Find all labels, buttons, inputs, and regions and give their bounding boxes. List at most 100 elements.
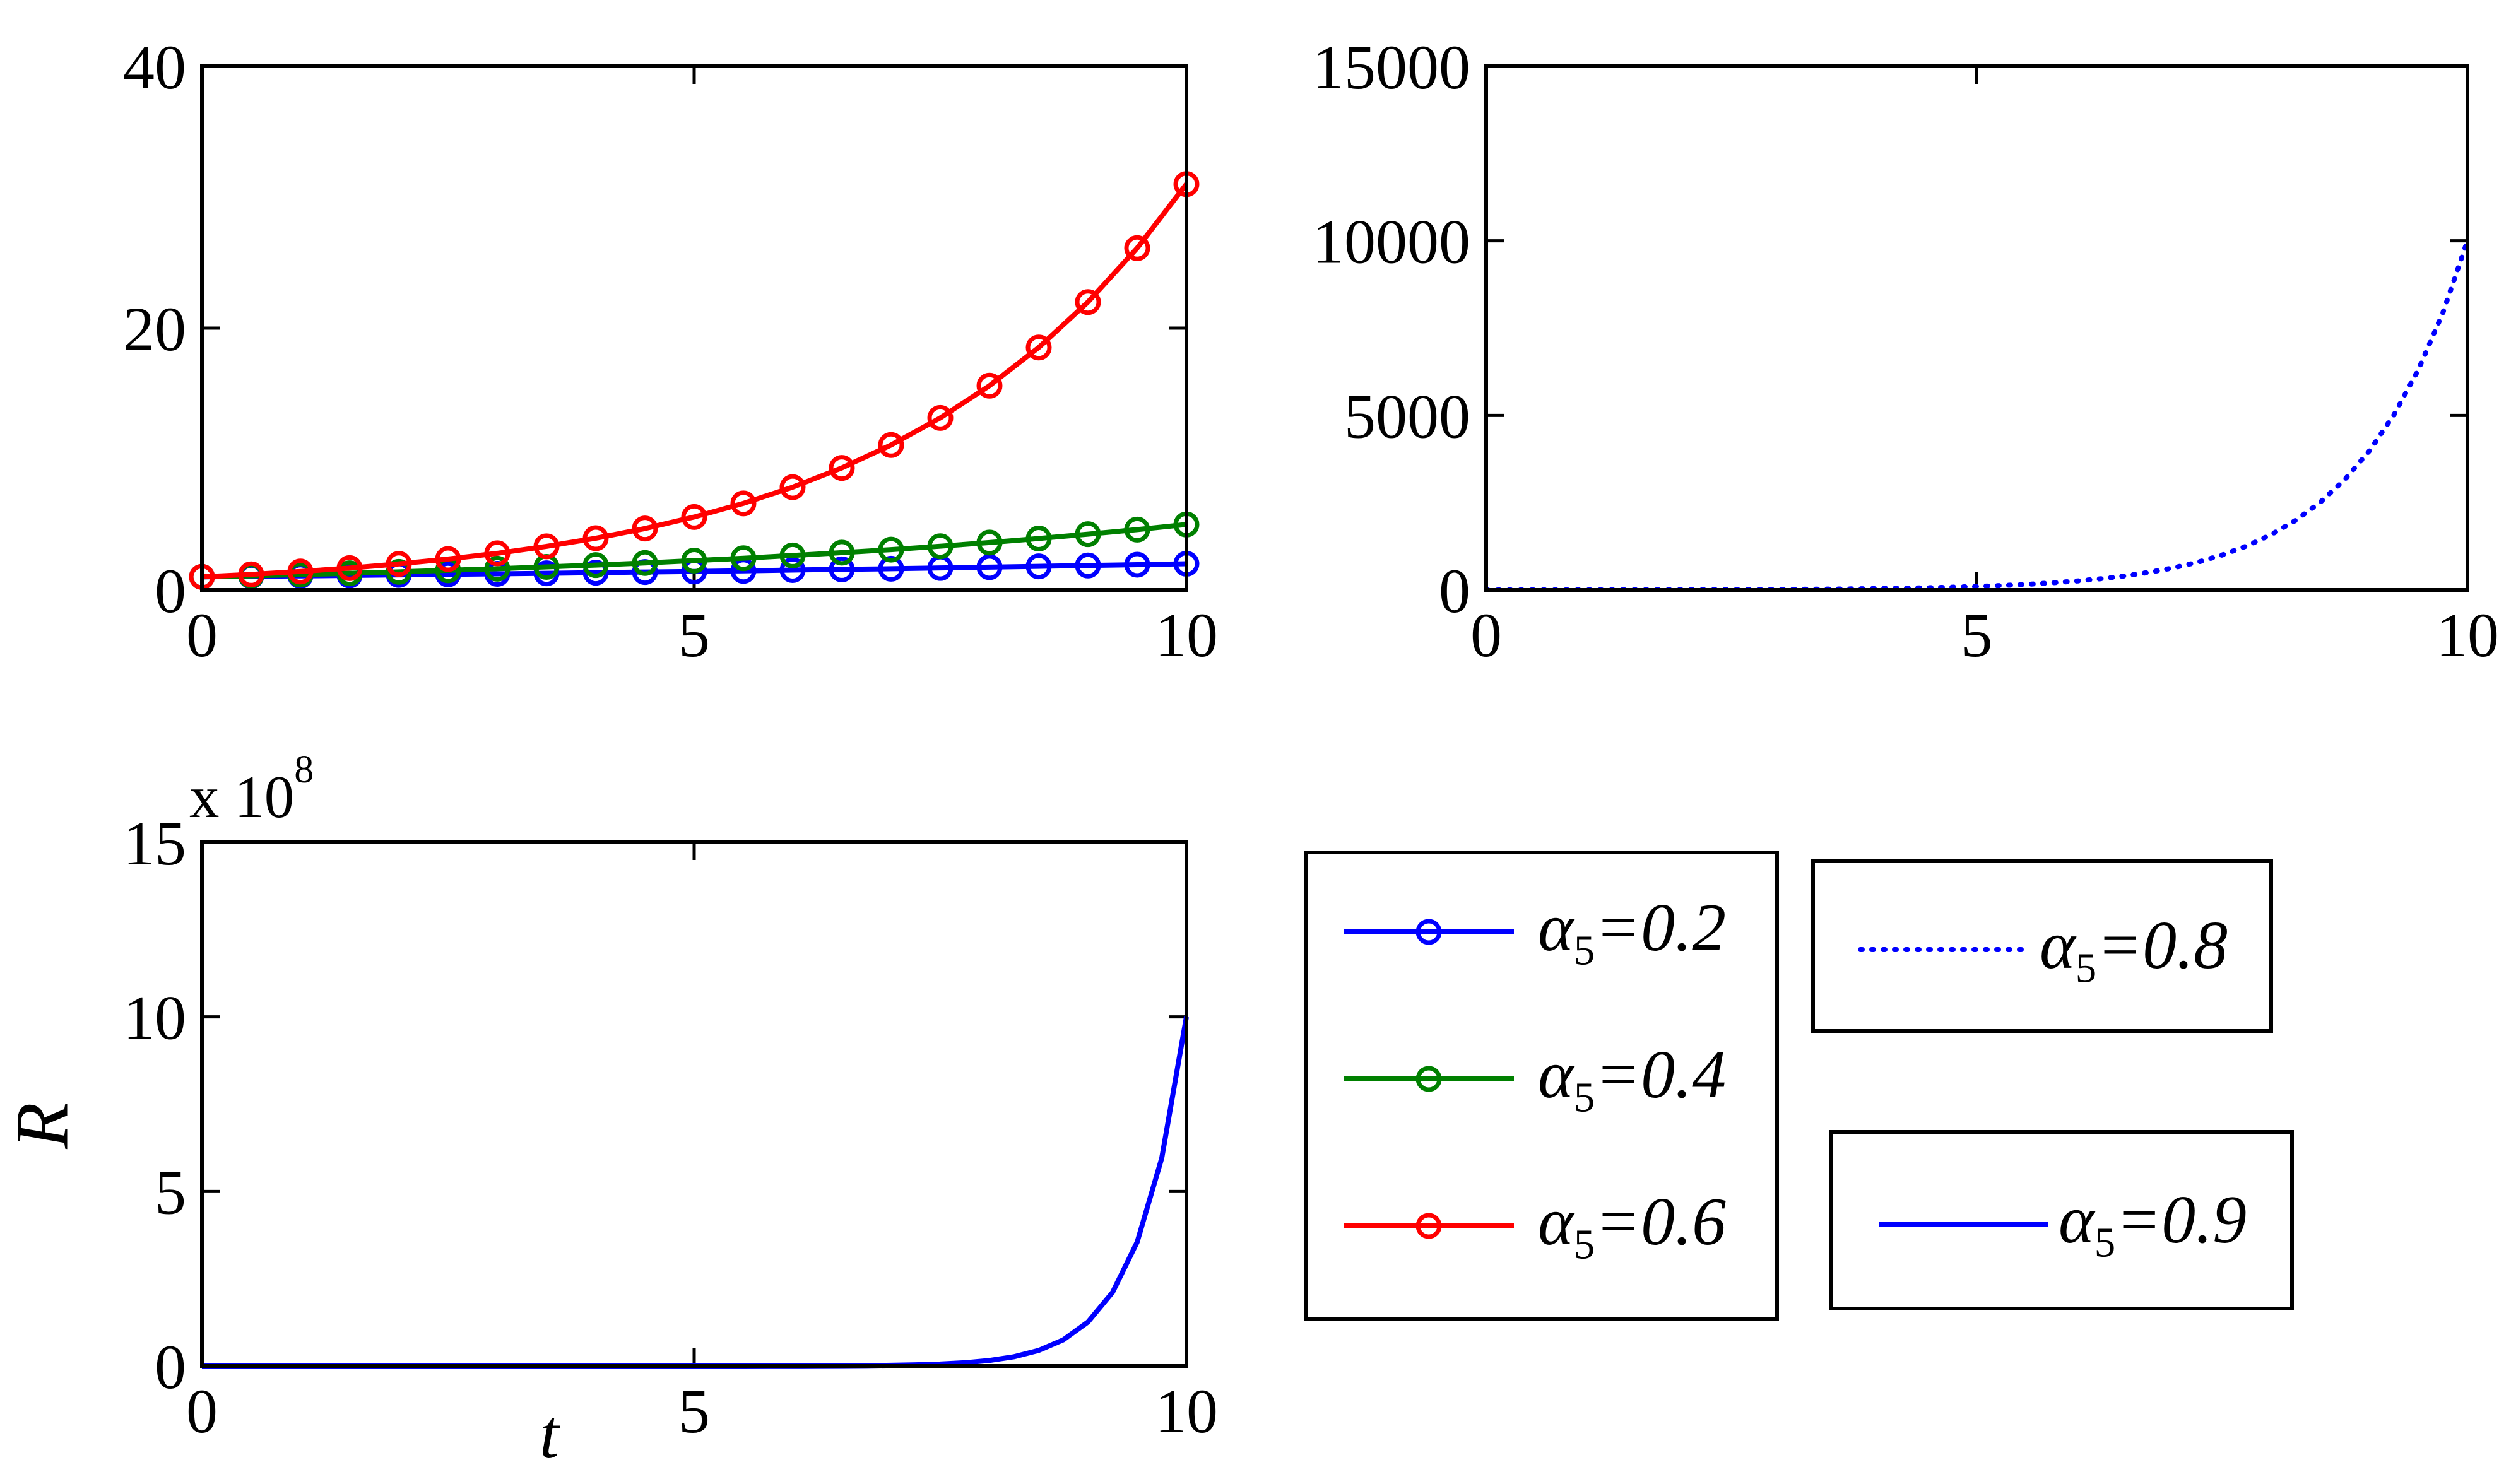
y-tick-label: 0 (155, 556, 186, 626)
alpha-value: =0.4 (1595, 1037, 1727, 1112)
series-marker-alpha_5=0.6 (336, 555, 363, 581)
series-marker-alpha_5=0.4 (878, 536, 904, 563)
y-tick-label: 5000 (1344, 381, 1470, 451)
alpha-value: =0.8 (2096, 907, 2228, 983)
alpha-value: =0.6 (1595, 1184, 1727, 1259)
y-tick-label: 15 (123, 808, 186, 878)
alpha-subscript: 5 (1573, 1074, 1595, 1121)
series-marker-alpha_5=0.2 (829, 556, 855, 582)
alpha-subscript: 5 (1573, 1221, 1595, 1268)
legend-entry-alpha-0.9: α5=0.9 (1879, 1180, 2247, 1268)
legend-sample-line-circle (1344, 919, 1514, 945)
series-marker-alpha_5=0.6 (1075, 289, 1101, 315)
series-marker-alpha_5=0.6 (287, 558, 314, 585)
legend-sample-solid-line (1879, 1222, 2048, 1227)
y-tick-label: 15000 (1313, 32, 1470, 102)
series-marker-alpha_5=0.2 (878, 555, 904, 582)
legend-marker-circle (1415, 919, 1442, 945)
legend-box-markers: α5=0.2 α5=0.4 α5=0.6 (1304, 851, 1779, 1321)
series-marker-alpha_5=0.4 (582, 552, 609, 579)
legend-marker-circle (1415, 1066, 1442, 1092)
multiplier-base: x 10 (189, 763, 295, 830)
axes-bottom-left: 0 5 10 0 5 10 15 (123, 808, 1218, 1446)
legend-marker-circle (1415, 1213, 1442, 1239)
series-marker-alpha_5=0.4 (1025, 525, 1052, 551)
series-marker-alpha_5=0.6 (1124, 235, 1150, 261)
series-line-alpha_5=0.8 (1484, 238, 2470, 592)
y-tick-label: 40 (123, 32, 186, 102)
x-tick-label: 0 (186, 600, 218, 670)
x-tick-label: 0 (186, 1376, 218, 1446)
y-tick-label: 10000 (1313, 207, 1470, 277)
alpha-symbol: α (1538, 1037, 1574, 1112)
axes-frame (1484, 64, 2469, 592)
subplot-bottom-left: 0 5 10 0 5 10 15 x 108 R t (0, 729, 1234, 1480)
series-marker-alpha_5=0.6 (435, 546, 461, 572)
series-marker-alpha_5=0.6 (582, 525, 609, 551)
series-line-alpha_5=0.9 (202, 1016, 1189, 1369)
series-marker-alpha_5=0.2 (1025, 553, 1052, 580)
axes-top-right: 0 5 10 0 5000 10000 15000 (1313, 32, 2499, 670)
alpha-symbol: α (1538, 1184, 1574, 1259)
legend-sample-line-circle (1344, 1066, 1514, 1092)
alpha-subscript: 5 (2075, 945, 2097, 992)
series-marker-alpha_5=0.6 (632, 515, 658, 542)
legend-box-solid: α5=0.9 (1829, 1130, 2294, 1310)
y-tick-label: 0 (155, 1332, 186, 1402)
series-marker-alpha_5=0.2 (1124, 551, 1150, 578)
x-tick-label: 5 (678, 600, 710, 670)
y-tick-label: 10 (123, 983, 186, 1053)
series-marker-alpha_5=0.4 (484, 555, 511, 582)
series-marker-alpha_5=0.6 (1025, 334, 1052, 361)
alpha-symbol: α (2040, 907, 2076, 983)
y-tick-label: 5 (155, 1157, 186, 1227)
series-marker-alpha_5=0.2 (1075, 552, 1101, 579)
series-marker-alpha_5=0.4 (632, 550, 658, 576)
legend-entry-alpha-0.8: α5=0.8 (1858, 905, 2228, 994)
series-marker-alpha_5=0.6 (730, 490, 757, 517)
axes-frame (200, 64, 1188, 592)
series-marker-alpha_5=0.2 (779, 556, 806, 583)
legend-entry-alpha-0.4: α5=0.4 (1344, 1035, 1726, 1123)
legend-label: α5=0.9 (2059, 1181, 2247, 1268)
alpha-subscript: 5 (2094, 1219, 2116, 1266)
alpha-value: =0.2 (1595, 890, 1727, 965)
legend-label: α5=0.8 (2040, 907, 2228, 993)
series-marker-alpha_5=0.4 (927, 533, 954, 560)
series-marker-alpha_5=0.4 (1075, 521, 1101, 548)
legend-entry-alpha-0.6: α5=0.6 (1344, 1182, 1726, 1270)
series-marker-alpha_5=0.4 (386, 558, 412, 585)
series-marker-alpha_5=0.4 (1124, 516, 1150, 543)
alpha-subscript: 5 (1573, 927, 1595, 974)
subplot-top-left: 0 5 10 0 20 40 (35, 22, 1234, 704)
series-marker-alpha_5=0.4 (730, 545, 757, 572)
alpha-symbol: α (2059, 1182, 2094, 1257)
y-axis-label: R (0, 1102, 84, 1149)
subplot-top-right: 0 5 10 0 5000 10000 15000 (1262, 22, 2499, 704)
x-axis-label: t (540, 1396, 559, 1473)
legend-label: α5=0.4 (1538, 1036, 1726, 1122)
series-marker-alpha_5=0.4 (681, 548, 707, 574)
series-marker-alpha_5=0.4 (829, 539, 855, 566)
series-marker-alpha_5=0.6 (927, 404, 954, 431)
series-marker-alpha_5=0.4 (779, 542, 806, 568)
x-tick-label: 10 (1155, 600, 1218, 670)
x-tick-label: 0 (1470, 600, 1502, 670)
series-marker-alpha_5=0.6 (829, 455, 855, 481)
x-tick-label: 5 (1961, 600, 1993, 670)
series-marker-alpha_5=0.6 (779, 474, 806, 500)
x-tick-label: 5 (678, 1376, 710, 1446)
legend-sample-line-circle (1344, 1213, 1514, 1239)
legend-label: α5=0.2 (1538, 889, 1726, 975)
y-axis-multiplier: x 108 (189, 748, 314, 832)
y-tick-label: 0 (1439, 556, 1470, 626)
legend-sample-dotted-line (1858, 947, 2032, 952)
series-marker-alpha_5=0.6 (386, 551, 412, 577)
legend-label: α5=0.6 (1538, 1183, 1726, 1269)
legend-box-dotted: α5=0.8 (1811, 859, 2273, 1033)
series-marker-alpha_5=0.6 (878, 432, 904, 458)
series-marker-alpha_5=0.2 (976, 554, 1003, 580)
series-line-alpha_5=0.4 (201, 522, 1187, 580)
x-tick-label: 10 (2436, 600, 2499, 670)
series-marker-alpha_5=0.4 (976, 529, 1003, 556)
